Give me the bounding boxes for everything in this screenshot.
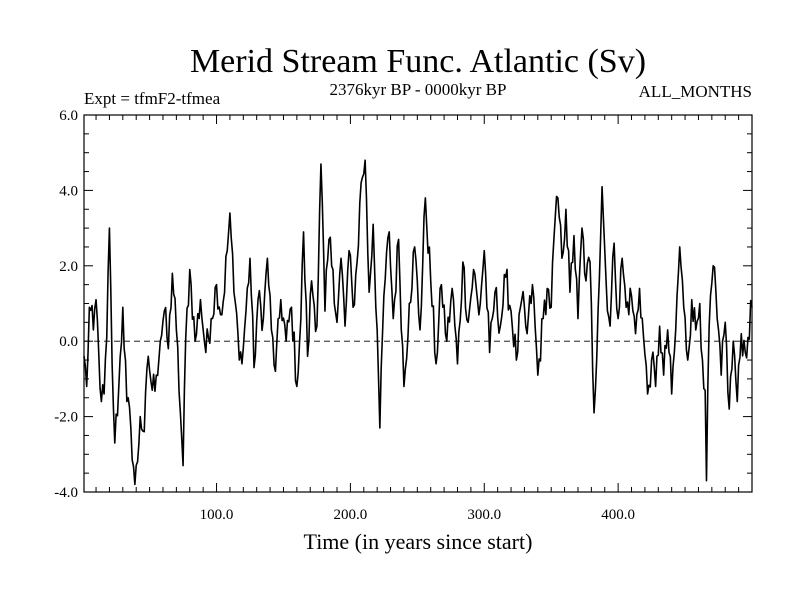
- chart-title: Merid Stream Func. Atlantic (Sv): [190, 43, 646, 80]
- y-tick-label: -4.0: [54, 485, 78, 501]
- y-tick-label: 4.0: [59, 183, 78, 199]
- x-axis-label: Time (in years since start): [304, 529, 533, 554]
- y-tick-label: 6.0: [59, 108, 78, 124]
- x-tick-label: 400.0: [601, 507, 635, 523]
- series-line: [83, 159, 753, 486]
- x-tick-label: 100.0: [200, 507, 234, 523]
- x-tick-label: 200.0: [334, 507, 368, 523]
- plot-frame: [83, 114, 753, 493]
- subtitle-left: Expt = tfmF2-tfmea: [84, 89, 221, 108]
- plot-area: -4.0 -2.0 0.0 2.0 4.0 6.0 100.0 200.0 300.0 400.0: [54, 108, 753, 523]
- x-tick-label: 300.0: [467, 507, 501, 523]
- y-tick-label: 0.0: [59, 334, 78, 350]
- y-tick-label: 2.0: [59, 259, 78, 275]
- y-tick-label: -2.0: [54, 410, 78, 426]
- subtitle-right: ALL_MONTHS: [639, 82, 752, 101]
- subtitle-center: 2376kyr BP - 0000kyr BP: [330, 80, 507, 99]
